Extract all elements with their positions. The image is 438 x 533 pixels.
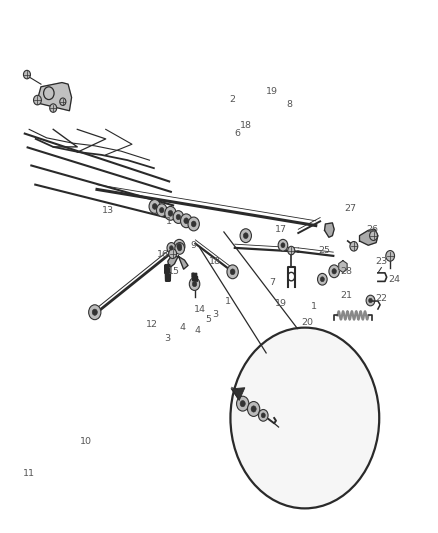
Circle shape xyxy=(23,70,30,79)
Circle shape xyxy=(187,217,199,231)
Circle shape xyxy=(369,231,377,240)
Text: 19: 19 xyxy=(274,299,286,308)
Text: 11: 11 xyxy=(23,470,35,478)
Circle shape xyxy=(331,269,336,274)
Circle shape xyxy=(349,241,357,251)
Polygon shape xyxy=(167,256,187,269)
Text: 21: 21 xyxy=(339,291,352,300)
Polygon shape xyxy=(324,223,333,237)
Circle shape xyxy=(236,396,248,411)
Text: 6: 6 xyxy=(233,129,240,138)
Circle shape xyxy=(230,269,234,274)
Circle shape xyxy=(385,251,394,261)
Circle shape xyxy=(180,214,191,228)
Text: 4: 4 xyxy=(194,326,200,335)
Circle shape xyxy=(149,199,160,213)
Text: 16: 16 xyxy=(156,251,168,260)
Text: 1: 1 xyxy=(225,296,231,305)
Text: 13: 13 xyxy=(102,206,114,215)
Circle shape xyxy=(317,273,326,285)
Text: 15: 15 xyxy=(167,268,179,276)
Circle shape xyxy=(174,243,184,254)
Circle shape xyxy=(247,401,259,416)
Text: 24: 24 xyxy=(388,275,399,284)
Text: 2: 2 xyxy=(229,94,235,103)
Text: 4: 4 xyxy=(179,323,185,332)
Text: 5: 5 xyxy=(205,315,211,324)
Text: 26: 26 xyxy=(366,225,378,234)
Text: 20: 20 xyxy=(300,318,312,327)
Circle shape xyxy=(251,406,256,412)
Text: 8: 8 xyxy=(286,100,292,109)
Circle shape xyxy=(168,211,173,216)
Circle shape xyxy=(159,207,163,213)
Polygon shape xyxy=(231,387,244,400)
Circle shape xyxy=(169,246,173,250)
Circle shape xyxy=(280,243,284,248)
Text: 3: 3 xyxy=(212,310,218,319)
Circle shape xyxy=(230,328,378,508)
Text: 1: 1 xyxy=(166,217,172,226)
Text: 1: 1 xyxy=(310,302,316,311)
Circle shape xyxy=(365,295,374,306)
Circle shape xyxy=(33,95,41,105)
Circle shape xyxy=(240,229,251,243)
Text: 9: 9 xyxy=(190,241,196,250)
Circle shape xyxy=(191,221,196,227)
Text: 28: 28 xyxy=(339,268,352,276)
Circle shape xyxy=(173,239,184,253)
Text: 7: 7 xyxy=(268,278,274,287)
Polygon shape xyxy=(359,229,377,245)
Circle shape xyxy=(152,204,157,209)
Text: 17: 17 xyxy=(274,225,286,234)
Circle shape xyxy=(328,265,339,278)
Text: 14: 14 xyxy=(193,304,205,313)
Circle shape xyxy=(92,309,97,316)
Circle shape xyxy=(176,214,180,220)
Circle shape xyxy=(177,244,181,249)
Circle shape xyxy=(278,239,287,251)
Text: 23: 23 xyxy=(374,257,387,265)
Circle shape xyxy=(166,243,175,253)
Text: 12: 12 xyxy=(145,320,157,329)
Circle shape xyxy=(240,400,245,407)
Circle shape xyxy=(258,409,268,421)
Text: 22: 22 xyxy=(374,294,386,303)
Circle shape xyxy=(261,413,265,418)
Text: 10: 10 xyxy=(80,438,92,447)
Circle shape xyxy=(156,204,166,216)
Text: 18: 18 xyxy=(208,257,221,265)
Circle shape xyxy=(192,281,196,287)
Text: 25: 25 xyxy=(318,246,330,255)
Circle shape xyxy=(164,206,176,220)
Circle shape xyxy=(177,246,181,251)
Polygon shape xyxy=(338,261,346,272)
Text: 3: 3 xyxy=(163,334,170,343)
Circle shape xyxy=(189,278,199,290)
Circle shape xyxy=(320,277,324,282)
Circle shape xyxy=(173,211,183,223)
Circle shape xyxy=(60,98,66,106)
Circle shape xyxy=(243,233,247,239)
Circle shape xyxy=(184,218,188,224)
Text: 19: 19 xyxy=(265,86,277,95)
Circle shape xyxy=(88,305,101,320)
Polygon shape xyxy=(36,83,71,111)
Circle shape xyxy=(368,298,371,303)
Text: 27: 27 xyxy=(344,204,356,213)
Circle shape xyxy=(168,249,176,259)
Text: 18: 18 xyxy=(239,121,251,130)
Circle shape xyxy=(226,265,238,279)
Circle shape xyxy=(287,246,294,255)
Circle shape xyxy=(49,104,57,112)
